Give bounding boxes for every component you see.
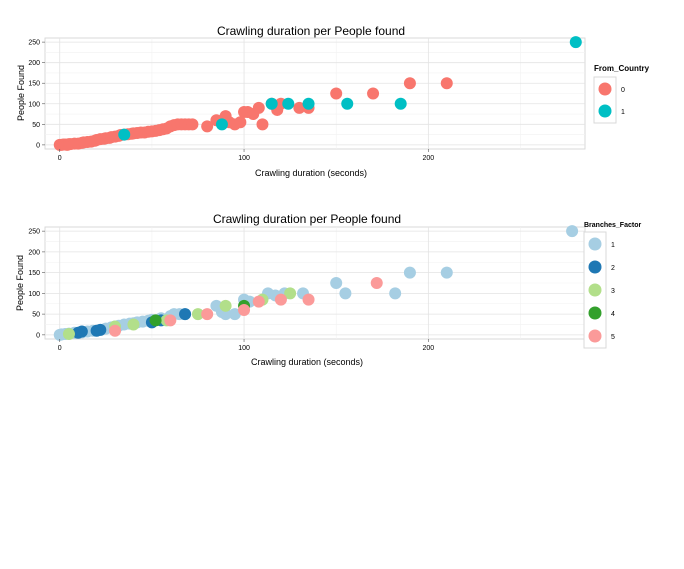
chart-2-points — [53, 225, 579, 341]
chart-1-point-series-1 — [265, 97, 278, 110]
chart-2-legend-key-4 — [588, 306, 602, 320]
chart-2-point-series-5 — [109, 324, 122, 337]
chart-2-point-series-1 — [440, 266, 453, 279]
chart-2-legend-key-2 — [588, 260, 602, 274]
chart-1-y-axis-label: People Found — [16, 65, 26, 121]
chart-2-x-tick-label: 100 — [238, 345, 250, 352]
chart-2-point-series-4 — [149, 314, 162, 327]
chart-1-legend-label-0: 0 — [621, 87, 625, 94]
chart-2-y-tick-label: 150 — [28, 270, 40, 277]
chart-1-point-series-0 — [234, 116, 247, 129]
chart-2-point-series-5 — [238, 303, 251, 316]
chart-2-x-axis-label: Crawling duration (seconds) — [251, 357, 363, 367]
chart-1-y-tick-label: 250 — [28, 40, 40, 47]
chart-1-point-series-0 — [252, 101, 265, 114]
chart-1: Crawling duration per People found 05010… — [16, 24, 650, 178]
chart-2-y-tick-label: 100 — [28, 291, 40, 298]
chart-2-point-series-5 — [302, 293, 315, 306]
chart-2-y-tick-label: 50 — [32, 312, 40, 319]
chart-2-legend-key-1 — [588, 237, 602, 251]
chart-1-legend: From_Country 0 1 — [593, 64, 650, 124]
chart-1-point-series-1 — [282, 97, 295, 110]
chart-2: Crawling duration per People found 05010… — [15, 212, 641, 367]
chart-1-legend-label-1: 1 — [621, 109, 625, 116]
chart-2-legend-label-2: 2 — [611, 265, 615, 272]
chart-2-point-series-1 — [566, 225, 579, 238]
chart-1-y-tick-label: 0 — [36, 142, 40, 149]
chart-1-legend-title: From_Country — [594, 64, 650, 73]
chart-2-point-series-1 — [403, 266, 416, 279]
chart-2-point-series-3 — [219, 299, 232, 312]
chart-2-point-series-3 — [62, 328, 75, 341]
chart-1-y-tick-label: 150 — [28, 81, 40, 88]
chart-1-legend-key-1 — [598, 104, 612, 118]
chart-1-point-series-0 — [186, 118, 199, 131]
chart-1-x-axis-label: Crawling duration (seconds) — [255, 168, 367, 178]
chart-1-x-tick-label: 0 — [58, 155, 62, 162]
chart-1-point-series-1 — [215, 118, 228, 131]
chart-2-point-series-1 — [339, 287, 352, 300]
chart-1-point-series-1 — [569, 36, 582, 49]
chart-1-point-series-0 — [440, 77, 453, 90]
chart-1-point-series-0 — [367, 87, 380, 100]
chart-1-points — [53, 36, 582, 151]
chart-2-y-axis: 0 50 100 150 200 250 — [28, 229, 45, 339]
chart-2-x-tick-label: 0 — [58, 345, 62, 352]
chart-2-point-series-2 — [94, 323, 107, 336]
chart-1-x-axis: 0 100 200 — [58, 149, 434, 162]
chart-2-x-axis: 0 100 200 — [58, 339, 434, 352]
chart-2-point-series-2 — [75, 325, 88, 338]
chart-1-point-series-1 — [341, 97, 354, 110]
chart-1-point-series-0 — [293, 101, 306, 114]
chart-2-point-series-3 — [284, 287, 297, 300]
chart-2-gridlines — [45, 227, 585, 339]
chart-1-y-tick-label: 50 — [32, 122, 40, 129]
chart-1-legend-key-0 — [598, 82, 612, 96]
chart-2-point-series-1 — [389, 287, 402, 300]
chart-1-y-axis: 0 50 100 150 200 250 — [28, 40, 45, 149]
chart-1-point-series-0 — [201, 120, 214, 133]
chart-2-point-series-3 — [191, 308, 204, 321]
chart-2-legend-label-4: 4 — [611, 311, 615, 318]
chart-2-legend-label-1: 1 — [611, 242, 615, 249]
chart-1-y-tick-label: 200 — [28, 60, 40, 67]
chart-2-y-tick-label: 250 — [28, 229, 40, 236]
chart-1-point-series-1 — [302, 97, 315, 110]
chart-2-point-series-1 — [219, 308, 232, 321]
chart-2-point-series-2 — [179, 308, 192, 321]
chart-2-point-series-5 — [252, 295, 265, 308]
chart-2-y-tick-label: 200 — [28, 249, 40, 256]
chart-1-y-tick-label: 100 — [28, 101, 40, 108]
chart-2-point-series-5 — [370, 277, 383, 289]
chart-2-title: Crawling duration per People found — [213, 212, 401, 226]
chart-2-point-series-5 — [274, 293, 287, 306]
chart-2-legend-label-3: 3 — [611, 288, 615, 295]
chart-2-point-series-5 — [201, 308, 214, 321]
chart-1-point-series-1 — [118, 128, 131, 141]
chart-2-legend-key-5 — [588, 329, 602, 343]
chart-2-y-axis-label: People Found — [15, 255, 25, 311]
chart-2-legend-key-3 — [588, 283, 602, 297]
chart-1-x-tick-label: 200 — [423, 155, 435, 162]
chart-1-point-series-0 — [403, 77, 416, 90]
chart-1-x-tick-label: 100 — [238, 155, 250, 162]
chart-1-gridlines — [45, 38, 585, 149]
chart-2-point-series-1 — [330, 277, 343, 289]
chart-2-legend-label-5: 5 — [611, 334, 615, 341]
chart-1-point-series-1 — [394, 97, 407, 110]
chart-2-point-series-1 — [228, 308, 241, 321]
chart-1-point-series-0 — [330, 87, 343, 100]
chart-2-x-tick-label: 200 — [423, 345, 435, 352]
chart-2-point-series-3 — [127, 318, 140, 331]
chart-1-point-series-0 — [256, 118, 269, 131]
chart-2-legend-title: Branches_Factor — [584, 222, 641, 229]
chart-2-legend: Branches_Factor 1 2 3 4 5 — [583, 222, 641, 349]
chart-2-y-tick-label: 0 — [36, 332, 40, 339]
chart-1-title: Crawling duration per People found — [217, 24, 405, 38]
chart-2-point-series-5 — [164, 314, 177, 327]
